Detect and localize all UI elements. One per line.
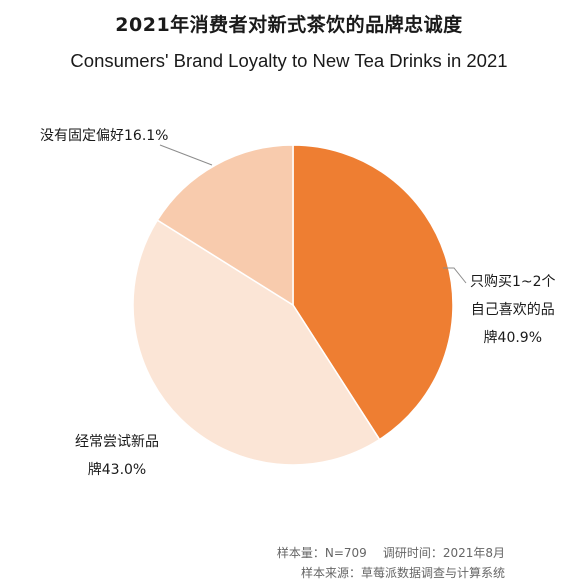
slice-label-loyal-line-1: 只购买1~2个 bbox=[470, 274, 556, 290]
survey-period: 调研时间：2021年8月 bbox=[382, 546, 505, 560]
sample-size: 样本量：N=709 bbox=[276, 546, 367, 560]
slice-label-loyal-line-3: 牌40.9% bbox=[483, 330, 543, 346]
slice-label-loyal-line-2: 自己喜欢的品 bbox=[470, 302, 555, 318]
footer-meta: 样本量：N=709 调研时间：2021年8月 bbox=[277, 544, 505, 561]
footer-source: 样本来源：草莓派数据调查与计算系统 bbox=[300, 566, 505, 580]
slice-label-no-preference: 没有固定偏好16.1% bbox=[40, 122, 168, 150]
chart-title-en: Consumers' Brand Loyalty to New Tea Drin… bbox=[70, 50, 508, 71]
leader-line-loyal bbox=[443, 267, 467, 284]
slice-no-preference bbox=[156, 144, 294, 307]
slice-label-loyal: 只购买1~2个 自己喜欢的品 牌40.9% bbox=[470, 268, 556, 352]
slice-try-new bbox=[132, 219, 381, 466]
slice-label-try-new-line-2: 牌43.0% bbox=[87, 462, 147, 478]
slice-label-try-new-line-1: 经常尝试新品 bbox=[75, 434, 159, 450]
slice-label-no-preference-line-1: 没有固定偏好16.1% bbox=[40, 128, 169, 144]
chart-title-cn: 2021年消费者对新式茶饮的品牌忠诚度 bbox=[115, 14, 463, 36]
leader-line-no-preference bbox=[159, 144, 213, 166]
slice-label-try-new: 经常尝试新品 牌43.0% bbox=[75, 428, 159, 484]
